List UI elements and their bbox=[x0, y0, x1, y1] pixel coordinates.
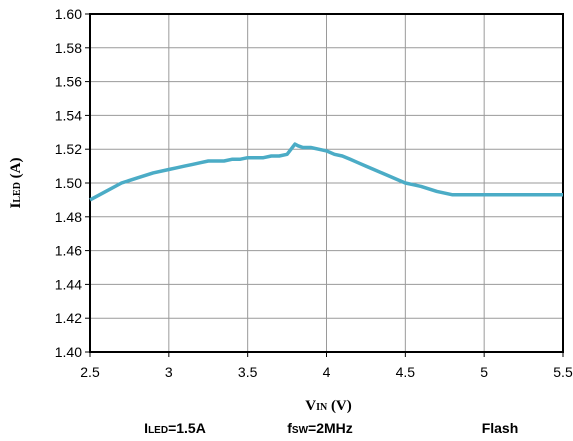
x-axis-ticks: 2.5 3 3.5 4 4.5 5 5.5 bbox=[80, 352, 573, 380]
x-tick-label: 3 bbox=[165, 364, 173, 380]
y-tick-label: 1.56 bbox=[55, 74, 82, 90]
y-tick-label: 1.48 bbox=[55, 209, 82, 225]
x-tick-label: 2.5 bbox=[80, 364, 100, 380]
x-tick-label: 3.5 bbox=[238, 364, 258, 380]
y-axis-ticks: 1.40 1.42 1.44 1.46 1.48 1.50 1.52 1.54 1.56 1.58… bbox=[55, 6, 90, 360]
y-tick-label: 1.58 bbox=[55, 40, 82, 56]
x-tick-label: 5.5 bbox=[553, 364, 573, 380]
y-tick-label: 1.44 bbox=[55, 276, 82, 292]
condition-mode: Flash bbox=[482, 420, 519, 436]
y-tick-label: 1.54 bbox=[55, 107, 82, 123]
condition-switching-frequency: fSW=2MHz bbox=[287, 420, 353, 436]
y-tick-label: 1.42 bbox=[55, 310, 82, 326]
x-tick-label: 5 bbox=[480, 364, 488, 380]
condition-led-current: ILED=1.5A bbox=[144, 420, 206, 436]
y-tick-label: 1.40 bbox=[55, 344, 82, 360]
y-tick-label: 1.52 bbox=[55, 141, 82, 157]
series-line bbox=[89, 142, 563, 202]
x-axis-label: VIN (V) bbox=[305, 398, 352, 414]
y-tick-label: 1.60 bbox=[55, 6, 82, 22]
y-tick-label: 1.46 bbox=[55, 243, 82, 259]
grid-lines bbox=[89, 13, 564, 353]
y-tick-label: 1.50 bbox=[55, 175, 82, 191]
x-tick-label: 4.5 bbox=[396, 364, 416, 380]
x-tick-label: 4 bbox=[323, 364, 331, 380]
y-axis-label: ILED (A) bbox=[8, 158, 24, 209]
